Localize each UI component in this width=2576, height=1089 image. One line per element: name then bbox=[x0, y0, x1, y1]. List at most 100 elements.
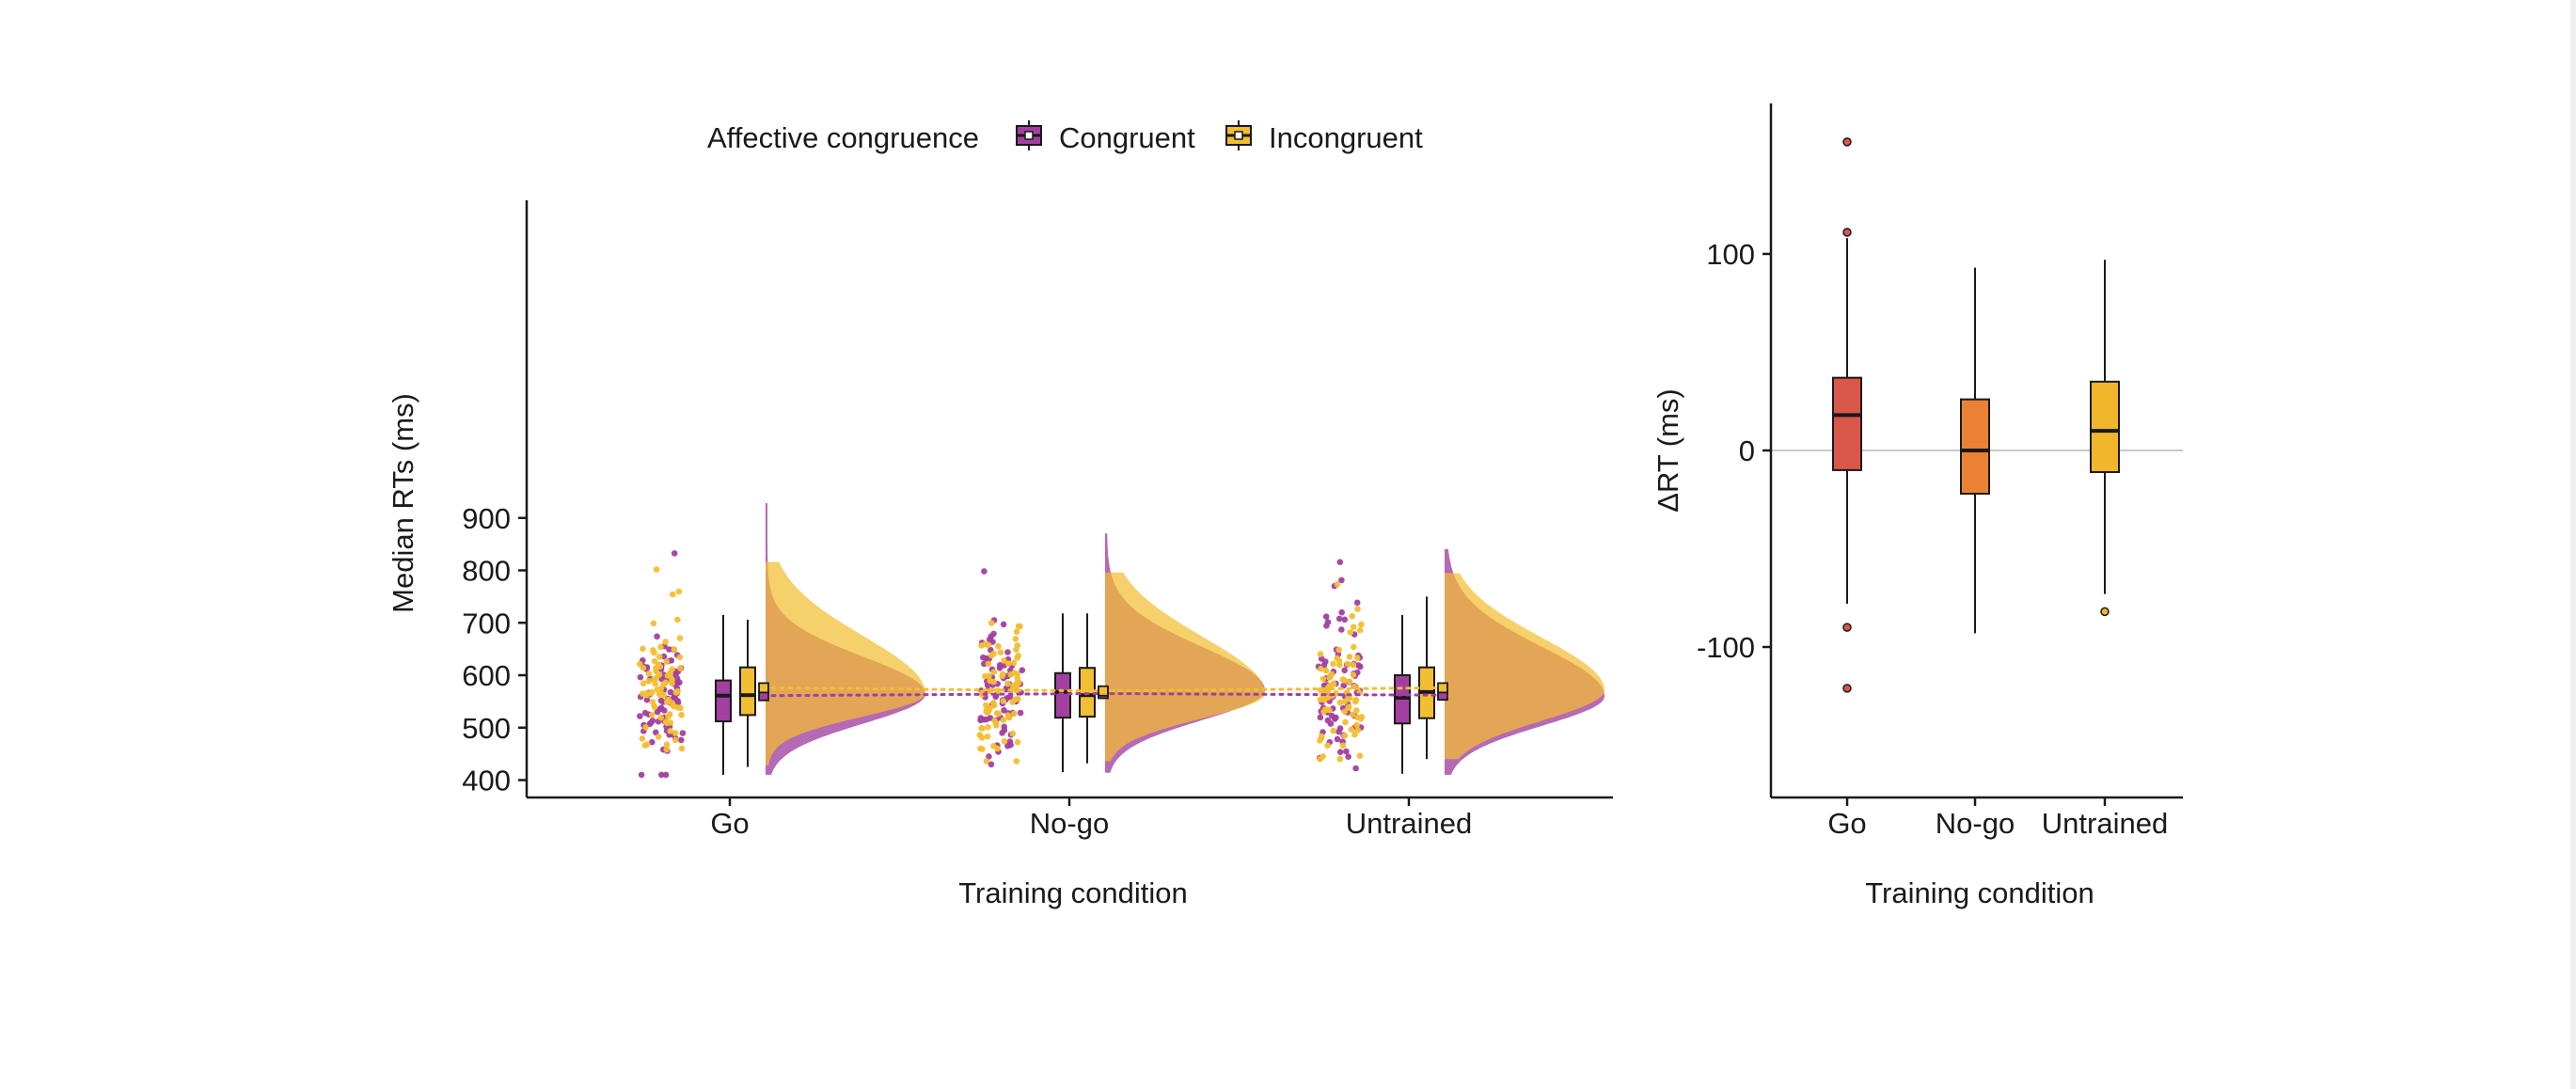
data-point-incongruent bbox=[663, 746, 671, 753]
data-point-incongruent bbox=[993, 722, 1000, 729]
data-point-incongruent bbox=[1322, 667, 1330, 674]
data-point-incongruent bbox=[1336, 661, 1343, 669]
data-point-congruent bbox=[986, 753, 992, 760]
data-point-incongruent bbox=[1349, 711, 1356, 718]
data-point-incongruent bbox=[653, 566, 660, 573]
data-point-congruent bbox=[1000, 621, 1007, 628]
x-tick-label: No-go bbox=[1936, 807, 2015, 840]
right-y-ticks: -100 0 100 bbox=[1697, 238, 1771, 664]
data-point-incongruent bbox=[978, 725, 985, 732]
data-point-congruent bbox=[637, 713, 643, 719]
raincloud-panel: 400 500 600 700 800 900 Go No-go Untrained Trai… bbox=[387, 200, 1613, 909]
data-point-incongruent bbox=[1330, 660, 1336, 668]
y-tick-label: 600 bbox=[462, 659, 511, 692]
x-tick-label: Untrained bbox=[1346, 807, 1472, 840]
data-point-incongruent bbox=[1356, 626, 1364, 634]
data-point-congruent bbox=[637, 673, 644, 681]
data-point-incongruent bbox=[642, 724, 649, 731]
data-point-incongruent bbox=[1335, 646, 1342, 654]
y-tick-label: 500 bbox=[462, 712, 511, 745]
data-point-incongruent bbox=[657, 714, 664, 721]
data-point-incongruent bbox=[999, 672, 1006, 680]
delta-outlier-point bbox=[1842, 684, 1852, 693]
data-point-congruent bbox=[657, 704, 665, 711]
data-point-incongruent bbox=[1014, 671, 1021, 677]
data-point-congruent bbox=[1335, 615, 1343, 623]
data-point-incongruent bbox=[1014, 655, 1020, 661]
data-point-incongruent bbox=[1010, 710, 1018, 718]
data-point-incongruent bbox=[988, 620, 995, 626]
data-point-incongruent bbox=[1015, 695, 1021, 702]
data-point-incongruent bbox=[645, 671, 653, 677]
data-point-incongruent bbox=[672, 730, 679, 736]
data-point-incongruent bbox=[1342, 718, 1349, 726]
data-point-incongruent bbox=[663, 699, 671, 705]
data-point-incongruent bbox=[984, 733, 991, 740]
data-point-incongruent bbox=[1009, 699, 1016, 705]
delta-box bbox=[1960, 398, 1990, 495]
data-point-incongruent bbox=[1326, 674, 1333, 681]
data-point-incongruent bbox=[648, 688, 656, 696]
data-point-congruent bbox=[1334, 735, 1341, 743]
data-point-incongruent bbox=[678, 745, 686, 752]
right-x-axis-label: Training condition bbox=[1865, 876, 2094, 909]
data-point-incongruent bbox=[994, 745, 1001, 752]
box-congruent bbox=[1054, 671, 1071, 719]
density-incongruent bbox=[766, 561, 925, 765]
data-point-incongruent bbox=[1344, 660, 1351, 668]
delta-outlier-point bbox=[1842, 137, 1852, 147]
delta-boxplot-layer bbox=[1832, 137, 2120, 693]
data-point-incongruent bbox=[1341, 698, 1349, 705]
data-point-congruent bbox=[1322, 613, 1330, 620]
data-point-incongruent bbox=[671, 646, 678, 653]
data-point-incongruent bbox=[677, 665, 684, 671]
data-point-incongruent bbox=[1004, 680, 1011, 687]
data-point-incongruent bbox=[642, 690, 650, 697]
y-tick-label: 400 bbox=[462, 765, 511, 797]
boxplot-layer bbox=[715, 596, 1435, 775]
data-point-incongruent bbox=[995, 643, 1002, 650]
data-point-congruent bbox=[667, 688, 674, 696]
legend: Affective congruence Congruent Incongrue… bbox=[707, 120, 1423, 154]
data-point-incongruent bbox=[1012, 636, 1019, 642]
data-point-incongruent bbox=[669, 680, 675, 687]
data-point-congruent bbox=[1336, 725, 1344, 732]
data-point-congruent bbox=[1317, 714, 1324, 721]
data-point-incongruent bbox=[663, 741, 671, 748]
density-incongruent bbox=[1105, 572, 1265, 762]
data-point-incongruent bbox=[655, 734, 662, 740]
data-point-incongruent bbox=[1357, 715, 1365, 722]
data-point-incongruent bbox=[670, 591, 676, 598]
data-point-congruent bbox=[1323, 623, 1330, 629]
data-point-incongruent bbox=[674, 687, 681, 695]
data-point-congruent bbox=[1338, 576, 1345, 584]
left-x-ticks: Go No-go Untrained bbox=[710, 797, 1472, 840]
data-point-incongruent bbox=[640, 645, 646, 653]
legend-key-congruent bbox=[1016, 120, 1042, 150]
data-point-incongruent bbox=[676, 635, 684, 641]
data-point-incongruent bbox=[1013, 758, 1020, 765]
legend-key-incongruent bbox=[1225, 120, 1252, 150]
data-point-congruent bbox=[658, 771, 665, 779]
data-point-incongruent bbox=[672, 736, 679, 744]
data-point-incongruent bbox=[1358, 621, 1365, 628]
delta-box bbox=[1832, 376, 1862, 471]
data-point-incongruent bbox=[1341, 732, 1349, 739]
data-point-incongruent bbox=[648, 711, 656, 718]
data-point-incongruent bbox=[1336, 755, 1344, 763]
data-point-incongruent bbox=[1346, 678, 1353, 685]
data-point-congruent bbox=[1338, 626, 1345, 633]
data-point-congruent bbox=[666, 646, 672, 653]
data-point-congruent bbox=[662, 771, 670, 779]
y-tick-label: 800 bbox=[462, 555, 511, 588]
data-point-incongruent bbox=[663, 658, 670, 665]
x-tick-label: Go bbox=[1827, 807, 1866, 840]
data-point-incongruent bbox=[1351, 643, 1357, 651]
data-point-incongruent bbox=[1317, 755, 1323, 763]
density-layer bbox=[766, 503, 1604, 775]
data-point-congruent bbox=[1353, 599, 1361, 607]
data-point-incongruent bbox=[984, 709, 991, 716]
delta-outlier-point bbox=[1842, 228, 1852, 237]
data-point-congruent bbox=[1352, 765, 1359, 772]
